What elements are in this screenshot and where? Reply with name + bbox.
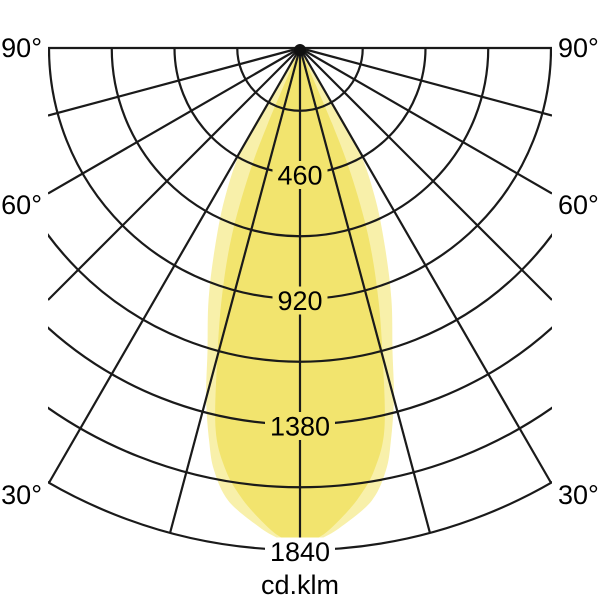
grid-ray-15 [298, 47, 431, 534]
grid-ray--45 [48, 47, 301, 301]
ring-label-bg [272, 161, 328, 189]
grid-ray-60 [299, 47, 552, 195]
angle-label-left-30: 30° [1, 480, 42, 510]
angle-label-left-90: 90° [1, 33, 42, 63]
ring-label-bg [265, 537, 335, 566]
angle-label-right-90: 90° [558, 33, 599, 63]
ring-label-920: 920 [277, 286, 322, 316]
ring-label-1380: 1380 [270, 412, 330, 442]
ring-label-1840: 1840 [270, 537, 330, 567]
origin-dot [294, 44, 306, 56]
grid-ray--30 [48, 47, 301, 484]
polar-grid [48, 46, 552, 552]
grid-ray--15 [169, 47, 302, 534]
angle-label-right-30: 30° [558, 480, 599, 510]
grid-ray-75 [299, 46, 552, 117]
ring-label-460: 460 [277, 161, 322, 191]
grid-ray-30 [299, 47, 552, 484]
grid-ray-45 [299, 47, 552, 301]
ring-label-bg [265, 412, 335, 440]
ring-label-bg [272, 286, 328, 315]
grid-ray--60 [48, 47, 301, 195]
angle-label-left-60: 60° [1, 190, 42, 220]
angle-label-right-60: 60° [558, 190, 599, 220]
unit-label: cd.klm [261, 570, 339, 600]
grid-ray--75 [48, 46, 301, 117]
